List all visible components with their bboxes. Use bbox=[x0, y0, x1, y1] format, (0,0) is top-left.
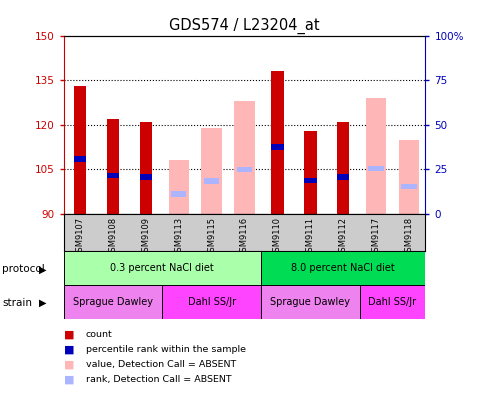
Text: ■: ■ bbox=[63, 375, 74, 385]
Text: GSM9116: GSM9116 bbox=[240, 217, 248, 257]
Text: value, Detection Call = ABSENT: value, Detection Call = ABSENT bbox=[85, 360, 235, 369]
Bar bbox=[304, 131, 316, 214]
Text: ■: ■ bbox=[63, 345, 74, 355]
Text: GSM9109: GSM9109 bbox=[141, 217, 150, 257]
Text: ■: ■ bbox=[63, 329, 74, 340]
Bar bbox=[398, 139, 418, 214]
Bar bbox=[236, 167, 252, 173]
Bar bbox=[270, 144, 283, 150]
Bar bbox=[203, 179, 219, 184]
Text: protocol: protocol bbox=[2, 264, 45, 274]
Bar bbox=[63, 285, 162, 319]
Text: strain: strain bbox=[2, 298, 32, 308]
Bar bbox=[336, 174, 349, 180]
Text: GSM9108: GSM9108 bbox=[108, 217, 117, 257]
Bar bbox=[304, 178, 316, 183]
Text: rank, Detection Call = ABSENT: rank, Detection Call = ABSENT bbox=[85, 375, 231, 384]
Bar bbox=[336, 122, 349, 214]
Bar bbox=[401, 184, 416, 189]
Text: percentile rank within the sample: percentile rank within the sample bbox=[85, 345, 245, 354]
Bar bbox=[139, 174, 152, 180]
Text: GSM9111: GSM9111 bbox=[305, 217, 314, 257]
Title: GDS574 / L23204_at: GDS574 / L23204_at bbox=[169, 18, 319, 34]
Bar bbox=[270, 71, 283, 214]
Bar bbox=[63, 251, 261, 285]
Text: GSM9110: GSM9110 bbox=[272, 217, 281, 257]
Bar bbox=[162, 285, 261, 319]
Bar bbox=[74, 86, 86, 214]
Bar bbox=[201, 128, 222, 214]
Text: ▶: ▶ bbox=[39, 264, 46, 274]
Bar bbox=[367, 166, 383, 171]
Text: GSM9107: GSM9107 bbox=[75, 217, 84, 257]
Text: Sprague Dawley: Sprague Dawley bbox=[270, 297, 349, 307]
Bar bbox=[106, 119, 119, 214]
Text: Sprague Dawley: Sprague Dawley bbox=[73, 297, 153, 307]
Bar bbox=[139, 122, 152, 214]
Bar bbox=[74, 156, 86, 162]
Bar bbox=[171, 191, 186, 197]
Bar bbox=[365, 98, 386, 214]
Bar bbox=[261, 285, 359, 319]
Text: 0.3 percent NaCl diet: 0.3 percent NaCl diet bbox=[110, 263, 214, 273]
Text: GSM9118: GSM9118 bbox=[404, 217, 413, 257]
Bar bbox=[106, 173, 119, 179]
Bar bbox=[261, 251, 425, 285]
Text: count: count bbox=[85, 330, 112, 339]
Text: Dahl SS/Jr: Dahl SS/Jr bbox=[187, 297, 235, 307]
Bar bbox=[234, 101, 254, 214]
Text: ▶: ▶ bbox=[39, 298, 46, 308]
Bar bbox=[359, 285, 425, 319]
Bar bbox=[168, 160, 188, 214]
Text: GSM9112: GSM9112 bbox=[338, 217, 347, 257]
Text: GSM9115: GSM9115 bbox=[207, 217, 216, 257]
Text: 8.0 percent NaCl diet: 8.0 percent NaCl diet bbox=[291, 263, 394, 273]
Text: GSM9117: GSM9117 bbox=[371, 217, 380, 257]
Text: GSM9113: GSM9113 bbox=[174, 217, 183, 257]
Text: Dahl SS/Jr: Dahl SS/Jr bbox=[368, 297, 416, 307]
Text: ■: ■ bbox=[63, 360, 74, 370]
